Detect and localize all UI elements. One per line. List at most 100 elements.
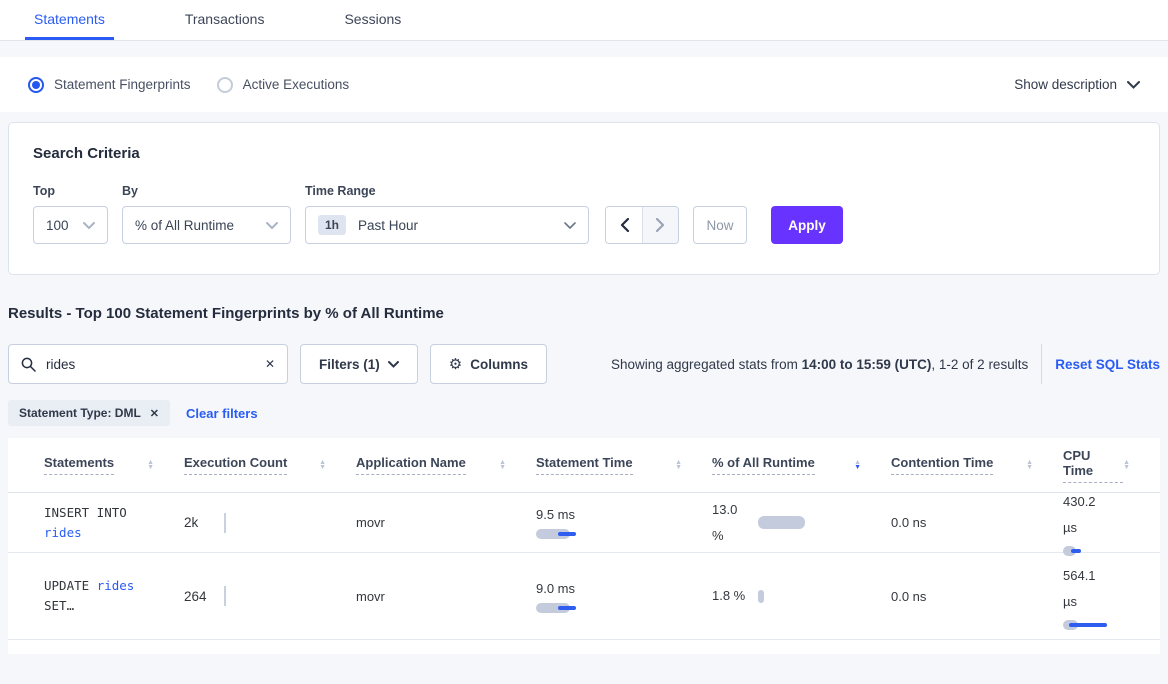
reset-sql-stats-link[interactable]: Reset SQL Stats: [1055, 356, 1160, 372]
column-header-label: Statements: [44, 455, 115, 475]
sort-icon[interactable]: ▲ ▼: [319, 458, 326, 471]
results-heading: Results - Top 100 Statement Fingerprints…: [8, 305, 444, 322]
time-forward-button[interactable]: [642, 207, 678, 243]
cpu-time-bar: [1063, 546, 1107, 556]
table-body: INSERT INTO rides 2k movr 9.5 ms 13.0% 0.0 ns 4…: [8, 493, 1160, 640]
search-criteria-card: Search Criteria Top 100 By % of All Runt…: [8, 122, 1160, 275]
column-header-statements[interactable]: Statements ▲ ▼: [44, 455, 184, 475]
bar-gray-segment: [1063, 546, 1076, 556]
sort-icon[interactable]: ▲ ▼: [147, 458, 154, 471]
filter-chip-statement-type[interactable]: Statement Type: DML ✕: [8, 400, 171, 426]
radio-statement-fingerprints[interactable]: Statement Fingerprints: [28, 76, 191, 93]
sort-icon[interactable]: ▲ ▼: [499, 458, 506, 471]
column-header-application-name[interactable]: Application Name ▲ ▼: [356, 455, 536, 475]
bar-blue-marker: [1069, 622, 1107, 627]
top-label: Top: [33, 184, 55, 198]
runtime-cell: 1.8 %: [712, 583, 891, 609]
statement-cell: UPDATE rides SET…: [44, 576, 184, 616]
tab-statements[interactable]: Statements: [25, 0, 114, 40]
table-header-row: Statements ▲ ▼ Execution Count ▲ ▼ Application…: [8, 438, 1160, 493]
statement-time-value: 9.5 ms: [536, 507, 576, 522]
statement-link[interactable]: rides: [96, 578, 135, 593]
runtime-bar: [758, 516, 805, 529]
statement-time-value: 9.0 ms: [536, 580, 576, 596]
cpu-time-cell: 564.1 µs: [1063, 563, 1160, 630]
table-row: UPDATE rides SET… 264 movr 9.0 ms 1.8 % 0.0 ns…: [8, 553, 1160, 640]
by-select[interactable]: % of All Runtime: [122, 206, 291, 244]
top-tab-bar: Statements Transactions Sessions: [0, 0, 1168, 41]
runtime-value: 13.0%: [712, 501, 738, 543]
table-row: INSERT INTO rides 2k movr 9.5 ms 13.0% 0.0 ns 4…: [8, 493, 1160, 556]
column-header-cpu-time[interactable]: CPU Time ▲ ▼: [1063, 448, 1160, 483]
sort-icon[interactable]: ▲ ▼: [675, 458, 682, 471]
apply-button[interactable]: Apply: [771, 206, 843, 244]
statement-sql-line: rides: [44, 523, 184, 543]
execution-count-value: 264: [184, 588, 207, 604]
chevron-right-icon: [656, 218, 665, 232]
sort-icon[interactable]: ▲ ▼: [854, 458, 861, 471]
radio-selected-icon: [28, 76, 44, 93]
by-select-value: % of All Runtime: [135, 217, 235, 233]
column-header-contention-time[interactable]: Contention Time ▲ ▼: [891, 455, 1063, 475]
show-description-toggle[interactable]: Show description: [1014, 77, 1140, 92]
view-toggle-bar: Statement Fingerprints Active Executions…: [0, 57, 1168, 112]
statement-time-cell: 9.0 ms: [536, 580, 712, 613]
statement-keyword: UPDATE: [44, 578, 97, 593]
bar-blue-marker: [558, 532, 576, 536]
columns-label: Columns: [470, 356, 528, 372]
runtime-value: 1.8 %: [712, 588, 746, 603]
results-controls-row: ✕ Filters (1) ⚙ Columns Showing aggregat…: [8, 344, 1160, 384]
time-range-value: Past Hour: [358, 217, 419, 233]
clear-filters-link[interactable]: Clear filters: [186, 405, 258, 421]
bar-blue-marker: [1071, 549, 1081, 553]
radio-label: Statement Fingerprints: [54, 77, 191, 92]
application-name-cell: movr: [356, 515, 385, 530]
divider: [1041, 344, 1043, 384]
statement-link[interactable]: rides: [44, 524, 82, 540]
top-field: Top 100: [33, 184, 108, 244]
filters-button[interactable]: Filters (1): [300, 344, 418, 384]
execution-count-cell: 2k: [184, 512, 356, 533]
statement-time-bar: [536, 529, 580, 539]
bar-gray-segment: [536, 602, 570, 613]
application-name-cell: movr: [356, 588, 385, 604]
results-table: Statements ▲ ▼ Execution Count ▲ ▼ Application…: [8, 438, 1160, 654]
search-criteria-form: Top 100 By % of All Runtime Time Range 1…: [33, 184, 1135, 244]
search-input[interactable]: [46, 356, 255, 372]
column-header--of-all-runtime[interactable]: % of All Runtime ▲ ▼: [712, 455, 891, 475]
clear-search-icon[interactable]: ✕: [264, 357, 275, 371]
time-range-field: Time Range 1h Past Hour: [305, 184, 589, 244]
column-header-label: % of All Runtime: [712, 455, 815, 475]
time-range-select[interactable]: 1h Past Hour: [305, 206, 589, 244]
now-button[interactable]: Now: [693, 206, 747, 244]
statement-sql-line: INSERT INTO: [44, 503, 184, 523]
radio-active-executions[interactable]: Active Executions: [216, 76, 349, 93]
execution-count-bar: [224, 586, 226, 606]
search-criteria-title: Search Criteria: [33, 145, 140, 162]
statement-keyword: INSERT INTO: [44, 504, 127, 520]
runtime-bar: [758, 589, 764, 603]
time-back-button[interactable]: [606, 207, 642, 243]
execution-count-cell: 264: [184, 586, 356, 606]
bar-blue-marker: [558, 605, 576, 610]
column-header-label: CPU Time: [1063, 448, 1124, 483]
remove-filter-icon[interactable]: ✕: [149, 407, 160, 420]
column-header-statement-time[interactable]: Statement Time ▲ ▼: [536, 455, 712, 475]
column-header-label: Contention Time: [891, 455, 994, 475]
by-label: By: [122, 184, 138, 198]
chevron-down-icon: [1127, 80, 1140, 89]
statement-sql-line: SET…: [44, 596, 184, 616]
execution-count-bar: [224, 512, 226, 533]
by-field: By % of All Runtime: [122, 184, 291, 244]
statement-keyword: SET…: [44, 598, 75, 613]
show-description-label: Show description: [1014, 77, 1117, 92]
tab-sessions[interactable]: Sessions: [344, 10, 402, 27]
columns-button[interactable]: ⚙ Columns: [429, 344, 547, 384]
top-select[interactable]: 100: [33, 206, 108, 244]
tab-transactions[interactable]: Transactions: [184, 10, 265, 27]
statement-time-bar: [536, 602, 580, 613]
sort-icon[interactable]: ▲ ▼: [1026, 458, 1033, 471]
filters-label: Filters (1): [319, 356, 380, 372]
sort-icon[interactable]: ▲ ▼: [1123, 458, 1130, 471]
column-header-execution-count[interactable]: Execution Count ▲ ▼: [184, 455, 356, 475]
